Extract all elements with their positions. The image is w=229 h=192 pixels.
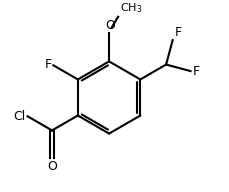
Text: O: O (105, 19, 115, 32)
Text: CH$_3$: CH$_3$ (120, 2, 142, 15)
Text: F: F (44, 58, 52, 71)
Text: O: O (47, 160, 57, 173)
Text: F: F (192, 65, 199, 78)
Text: Cl: Cl (13, 110, 25, 123)
Text: F: F (174, 26, 182, 39)
